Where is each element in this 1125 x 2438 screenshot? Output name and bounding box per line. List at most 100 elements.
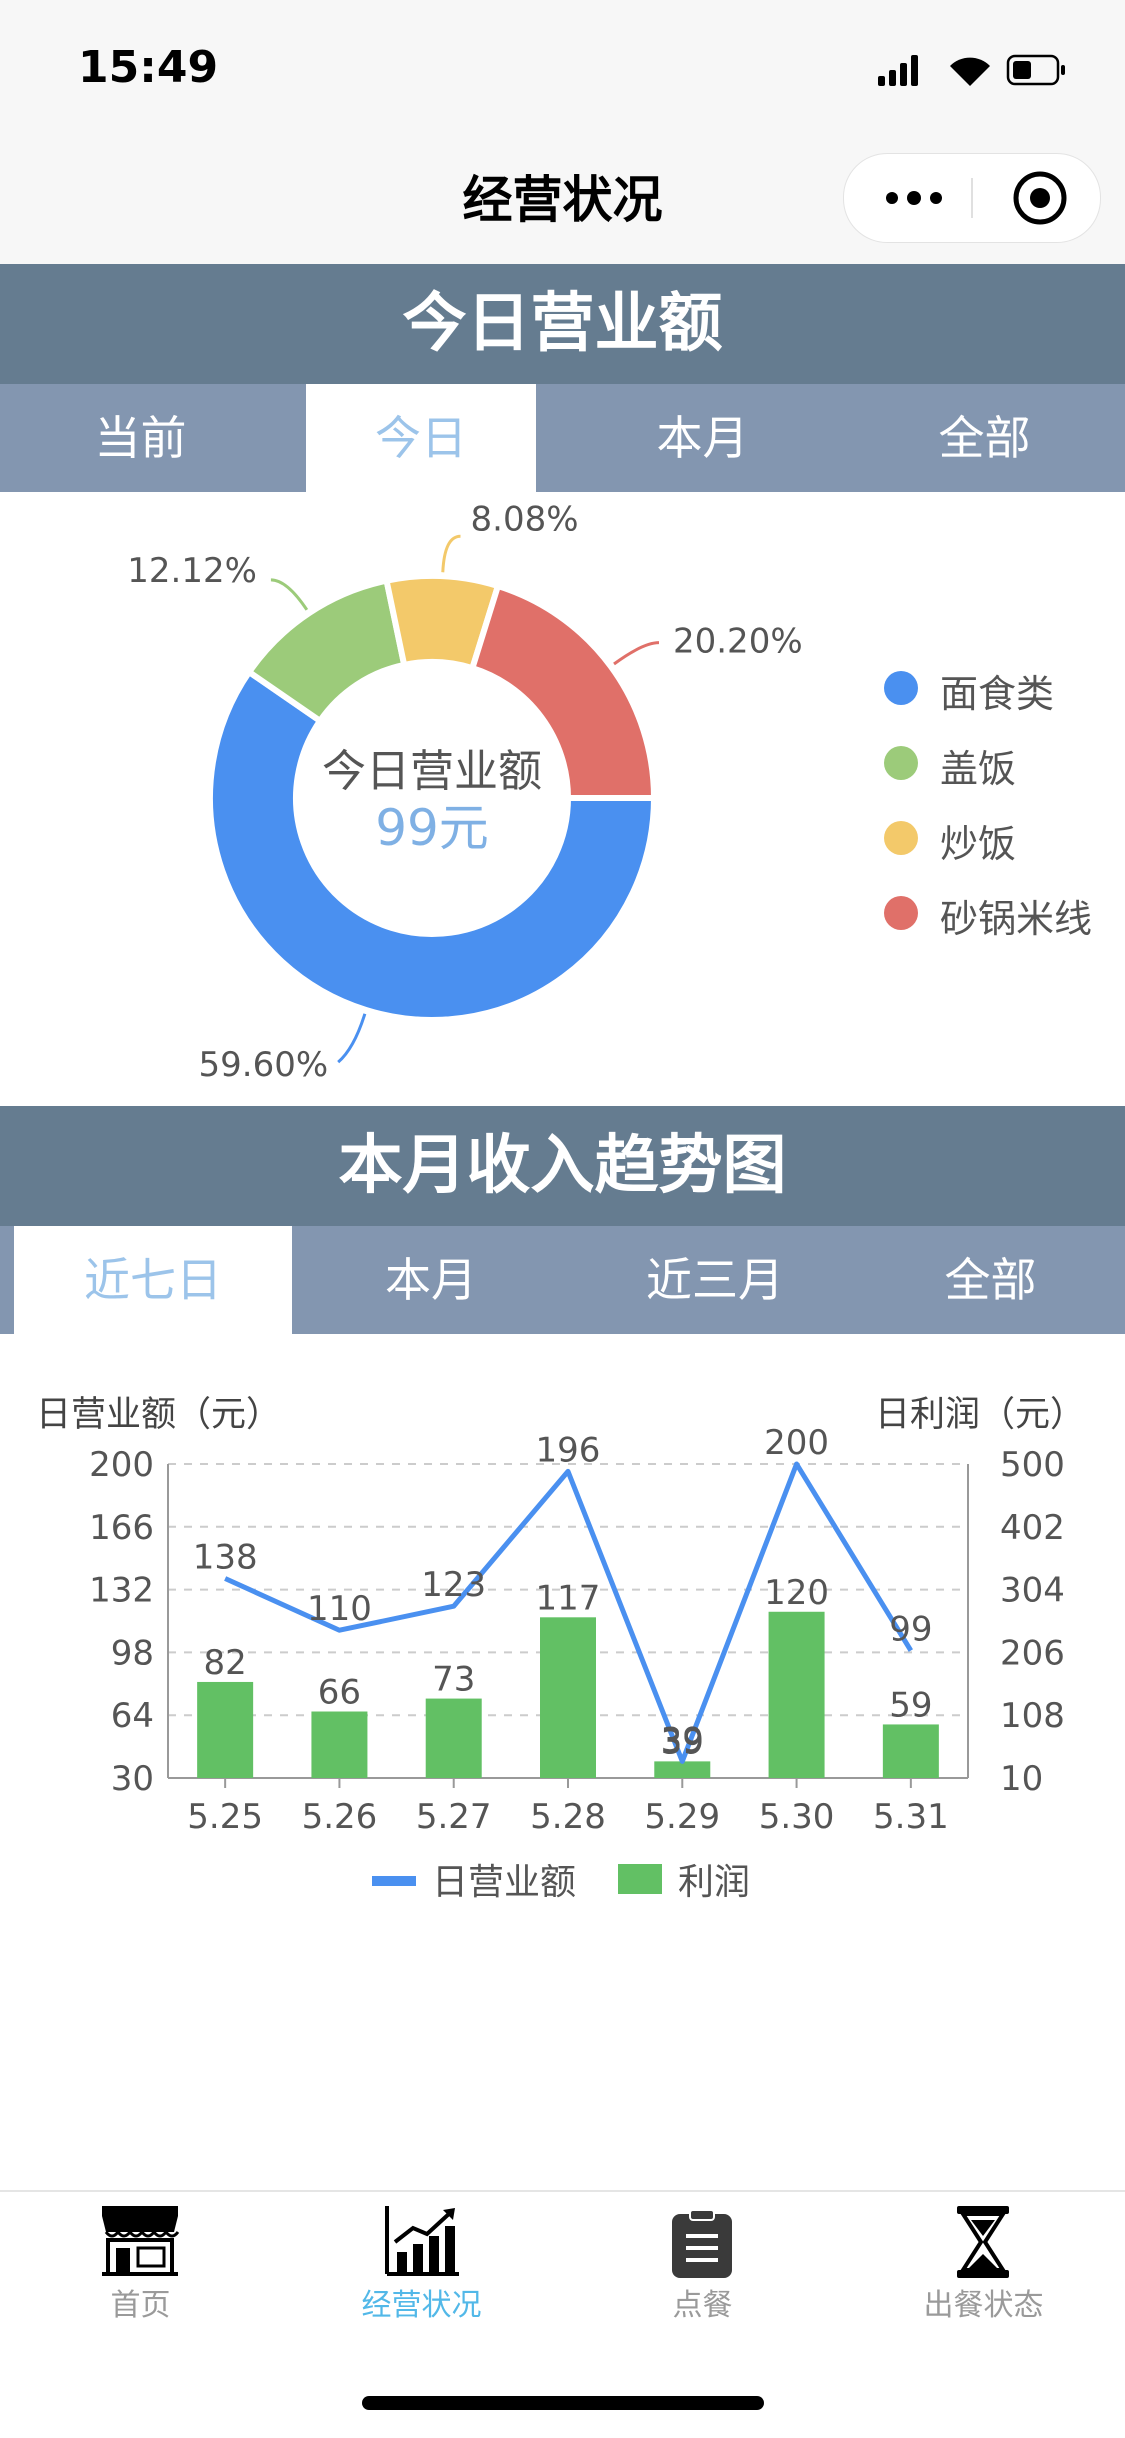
donut-slice-砂锅米线[interactable] xyxy=(468,582,658,801)
tab-this-month[interactable]: 本月 xyxy=(656,411,749,465)
wifi-icon xyxy=(950,57,990,86)
donut-value-label: 12.12% xyxy=(127,551,257,591)
x-tick-label: 5.31 xyxy=(873,1797,949,1837)
revenue-section-title: 今日营业额 xyxy=(0,264,1125,384)
tabbar-serving-status[interactable] xyxy=(843,2200,1124,2330)
y-tick-label: 30 xyxy=(111,1759,154,1799)
donut-leader-line xyxy=(270,578,309,611)
revenue-donut-chart: 59.60% 12.12% 8.08% 20.20% 今日营业额 99元 xyxy=(127,499,803,1085)
tabbar-label-serving-status: 出餐状态 xyxy=(923,2288,1044,2323)
revenue-point-label: 138 xyxy=(193,1538,258,1578)
x-tick-label: 5.28 xyxy=(530,1797,606,1837)
status-icons xyxy=(878,54,1065,86)
tab-current[interactable]: 当前 xyxy=(94,411,187,465)
donut-value-label: 59.60% xyxy=(199,1045,329,1085)
legend-swatch-profit xyxy=(618,1864,662,1894)
tabbar-home[interactable] xyxy=(0,2200,281,2330)
revenue-point-label: 196 xyxy=(536,1430,601,1470)
y2-axis-label: 日利润（元） xyxy=(875,1395,1085,1435)
y-tick-label: 200 xyxy=(89,1445,154,1485)
profit-bar-label: 39 xyxy=(661,1722,704,1762)
revenue-tabs: 当前 今日 本月 全部 xyxy=(0,384,1125,492)
battery-icon xyxy=(1006,54,1065,86)
tab-all[interactable]: 全部 xyxy=(938,411,1031,465)
status-time: 15:49 xyxy=(78,42,219,93)
y-axis-label: 日营业额（元） xyxy=(36,1395,281,1435)
revenue-point-label: 39 xyxy=(661,1720,704,1760)
clipboard-icon xyxy=(672,2209,732,2278)
revenue-point-label: 200 xyxy=(764,1423,829,1463)
trend-section-title: 本月收入趋势图 xyxy=(0,1106,1125,1226)
legend-label-profit[interactable]: 利润 xyxy=(678,1862,750,1903)
donut-leader-line xyxy=(337,1013,367,1064)
chart-icon xyxy=(385,2206,459,2276)
tabbar-order[interactable] xyxy=(562,2200,843,2330)
x-tick-label: 5.30 xyxy=(759,1797,835,1837)
x-tick-label: 5.25 xyxy=(187,1797,263,1837)
x-tick-label: 5.27 xyxy=(416,1797,492,1837)
legend-label: 炒饭 xyxy=(940,822,1017,866)
y2-tick-label: 304 xyxy=(1000,1571,1065,1611)
mini-program-capsule xyxy=(843,153,1101,243)
more-icon[interactable] xyxy=(886,191,942,205)
tab-last-7-days[interactable]: 近七日 xyxy=(14,1226,292,1334)
y2-tick-label: 108 xyxy=(1000,1696,1065,1736)
y2-tick-label: 206 xyxy=(1000,1633,1065,1673)
x-tick-label: 5.29 xyxy=(644,1797,720,1837)
legend-label: 面食类 xyxy=(940,672,1055,716)
tabbar-label-home: 首页 xyxy=(110,2288,171,2323)
home-indicator xyxy=(362,2396,764,2410)
revenue-line[interactable] xyxy=(224,1461,913,1764)
donut-slice-面食类[interactable] xyxy=(207,667,658,1023)
donut-value-label: 20.20% xyxy=(673,622,803,662)
profit-bar[interactable] xyxy=(654,1761,711,1778)
revenue-point-label: 99 xyxy=(889,1610,932,1650)
profit-bar[interactable] xyxy=(311,1711,368,1778)
donut-center-label: 今日营业额 xyxy=(322,746,542,797)
legend-dot xyxy=(884,896,918,930)
close-miniprogram-icon[interactable] xyxy=(1013,171,1067,225)
profit-bar-label: 120 xyxy=(764,1573,829,1613)
x-tick-label: 5.26 xyxy=(302,1797,378,1837)
tabbar-business-status[interactable] xyxy=(281,2200,562,2330)
y2-tick-label: 10 xyxy=(1000,1759,1043,1799)
donut-center-value: 99元 xyxy=(375,799,489,857)
y-tick-label: 132 xyxy=(89,1571,154,1611)
legend-dot xyxy=(884,821,918,855)
donut-value-label: 8.08% xyxy=(471,499,579,539)
hourglass-icon xyxy=(957,2206,1009,2278)
trend-tabs: 近七日 本月 近三月 全部 xyxy=(0,1226,1125,1334)
y2-tick-label: 500 xyxy=(1000,1445,1065,1485)
store-icon xyxy=(102,2206,180,2276)
tab-month[interactable]: 本月 xyxy=(385,1253,477,1307)
donut-leader-line xyxy=(613,641,660,666)
legend-label: 砂锅米线 xyxy=(940,897,1093,941)
y2-tick-label: 402 xyxy=(1000,1508,1065,1548)
tab-today[interactable]: 今日 xyxy=(306,384,536,492)
tabbar-label-order: 点餐 xyxy=(672,2288,733,2323)
legend-swatch-revenue xyxy=(372,1876,416,1886)
profit-bar[interactable] xyxy=(540,1617,596,1778)
donut-leader-line xyxy=(441,534,461,573)
y-tick-label: 166 xyxy=(89,1508,154,1548)
income-trend-chart: 日营业额（元） 日利润（元） 200 500 166 402 132 304 98 206 64… xyxy=(36,1395,1085,1903)
profit-bar[interactable] xyxy=(197,1681,254,1778)
revenue-point-label: 123 xyxy=(421,1565,486,1605)
tab-last-3-months[interactable]: 近三月 xyxy=(646,1253,784,1307)
profit-bar-label: 66 xyxy=(318,1673,361,1713)
profit-bar[interactable] xyxy=(768,1611,825,1778)
status-bar xyxy=(0,0,1125,132)
legend-dot xyxy=(884,746,918,780)
legend-dot xyxy=(884,671,918,705)
profit-bar[interactable] xyxy=(425,1698,482,1778)
legend-label: 盖饭 xyxy=(940,747,1017,791)
profit-bar-label: 73 xyxy=(432,1660,475,1700)
y-tick-label: 98 xyxy=(111,1633,154,1673)
tab-all-time[interactable]: 全部 xyxy=(944,1253,1037,1307)
tabbar-label-business-status: 经营状况 xyxy=(361,2288,482,2323)
profit-bar[interactable] xyxy=(882,1724,939,1778)
signal-icon xyxy=(878,55,918,86)
page-title: 经营状况 xyxy=(462,171,663,229)
legend-label-revenue[interactable]: 日营业额 xyxy=(432,1862,576,1903)
profit-bar-label: 117 xyxy=(536,1578,601,1618)
